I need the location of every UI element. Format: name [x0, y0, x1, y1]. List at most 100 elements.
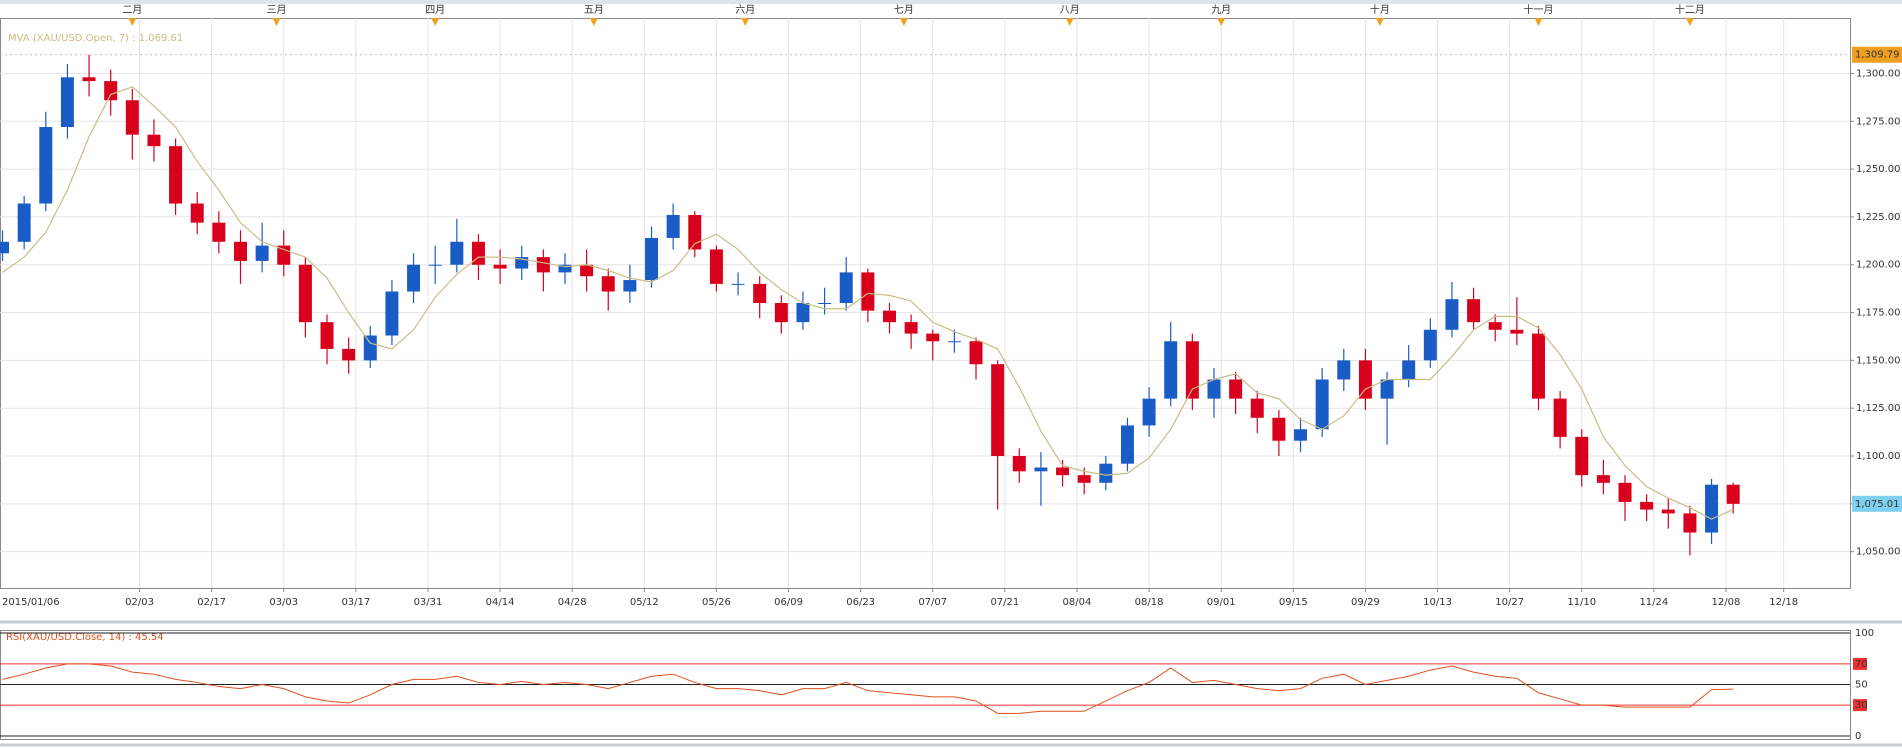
candle-body — [839, 272, 853, 303]
candle-body — [1034, 467, 1048, 472]
candle-body — [882, 310, 896, 323]
price-tag — [1852, 46, 1902, 63]
x-tick-label: 08/18 — [1135, 597, 1164, 608]
candle-body — [753, 283, 767, 303]
month-marker — [431, 18, 440, 26]
month-label: 三月 — [267, 4, 287, 16]
y-tick-label: 1,275.00 — [1856, 116, 1901, 127]
y-tick-label: 1,250.00 — [1856, 164, 1901, 175]
month-label: 二月 — [122, 4, 142, 16]
candle-body — [1423, 329, 1437, 361]
month-marker — [1534, 18, 1543, 26]
candle-body — [320, 322, 334, 349]
candle-body — [666, 215, 680, 238]
candle-body — [0, 241, 10, 254]
candle-body — [1726, 484, 1740, 504]
x-tick-label: 05/12 — [630, 597, 659, 608]
month-marker — [741, 18, 750, 26]
month-label: 六月 — [735, 4, 755, 16]
candle-body — [493, 264, 507, 269]
x-tick-label: 09/15 — [1279, 597, 1308, 608]
month-marker — [589, 18, 598, 26]
candle-body — [1207, 379, 1221, 399]
x-tick-label: 04/28 — [558, 597, 587, 608]
candle-body — [1315, 379, 1329, 430]
x-tick-label: 03/31 — [414, 597, 443, 608]
candle-body — [190, 203, 204, 223]
y-tick-label: 1,050.00 — [1856, 547, 1901, 558]
y-tick-label: 1,200.00 — [1856, 260, 1901, 271]
y-tick-label: 1,225.00 — [1856, 212, 1901, 223]
candle-body — [1120, 425, 1134, 464]
price-tag-label: 1,075.01 — [1855, 499, 1900, 510]
candle-body — [818, 303, 832, 304]
price-tag — [1852, 495, 1902, 512]
candle-body — [969, 341, 983, 365]
candle-body — [536, 257, 550, 273]
candle-body — [645, 237, 659, 281]
candle-body — [1250, 398, 1264, 418]
x-tick-label: 03/17 — [341, 597, 370, 608]
candle-body — [428, 264, 442, 266]
threshold-tag — [1853, 699, 1867, 712]
mva-legend: MVA (XAU/USD.Open, 7) : 1,069.61 — [8, 33, 183, 44]
x-tick-label: 02/17 — [197, 597, 226, 608]
y-tick-label: 70 — [1855, 659, 1868, 670]
x-tick-label: 06/09 — [774, 597, 803, 608]
x-tick-label: 12/08 — [1712, 597, 1741, 608]
candle-body — [1575, 436, 1589, 476]
candle-body — [1618, 482, 1632, 502]
candle-body — [450, 241, 464, 265]
x-tick-label: 08/04 — [1063, 597, 1092, 608]
candle-body — [731, 283, 745, 285]
month-label: 五月 — [584, 4, 604, 16]
candle-body — [1531, 333, 1545, 399]
x-tick-label: 05/26 — [702, 597, 731, 608]
top-strip — [0, 0, 1902, 4]
month-marker — [1217, 18, 1226, 26]
candle-body — [60, 77, 74, 128]
month-label: 九月 — [1211, 4, 1231, 16]
month-marker — [128, 18, 137, 26]
y-tick-label: 1,125.00 — [1856, 403, 1901, 414]
threshold-tag — [1853, 657, 1867, 670]
x-tick-label: 11/10 — [1567, 597, 1596, 608]
candle-body — [991, 364, 1005, 457]
candle-body — [1012, 456, 1026, 472]
y-tick-label: 100 — [1855, 628, 1874, 639]
candle-body — [1445, 299, 1459, 330]
candle-body — [515, 257, 529, 269]
y-tick-label: 50 — [1855, 680, 1868, 691]
candle-body — [1661, 509, 1675, 514]
candle-body — [1510, 329, 1524, 334]
y-tick-label: 1,100.00 — [1856, 451, 1901, 462]
candle-body — [796, 303, 810, 323]
mva-line — [2, 86, 1734, 520]
x-tick-label: 04/14 — [486, 597, 515, 608]
rsi-line — [2, 663, 1734, 714]
candle-body — [709, 249, 723, 284]
x-tick-label: 2015/01/06 — [2, 597, 60, 608]
month-marker — [1685, 18, 1694, 26]
y-tick-label: 30 — [1855, 700, 1868, 711]
y-tick-label: 1,175.00 — [1856, 308, 1901, 319]
month-label: 七月 — [894, 4, 914, 16]
candle-body — [1099, 463, 1113, 483]
candle-body — [1077, 475, 1091, 483]
x-tick-label: 09/01 — [1207, 597, 1236, 608]
x-tick-label: 02/03 — [125, 597, 154, 608]
candle-body — [17, 203, 31, 242]
candle-body — [601, 276, 615, 292]
candle-body — [904, 322, 918, 334]
candle-body — [1683, 513, 1697, 533]
candle-body — [1337, 360, 1351, 380]
candle-body — [623, 280, 637, 292]
month-label: 十二月 — [1675, 3, 1705, 16]
candle-body — [104, 81, 118, 101]
month-marker — [272, 18, 281, 26]
candle-body — [558, 264, 572, 273]
candle-body — [1185, 341, 1199, 399]
candle-body — [1056, 467, 1070, 476]
candle-body — [1142, 398, 1156, 426]
